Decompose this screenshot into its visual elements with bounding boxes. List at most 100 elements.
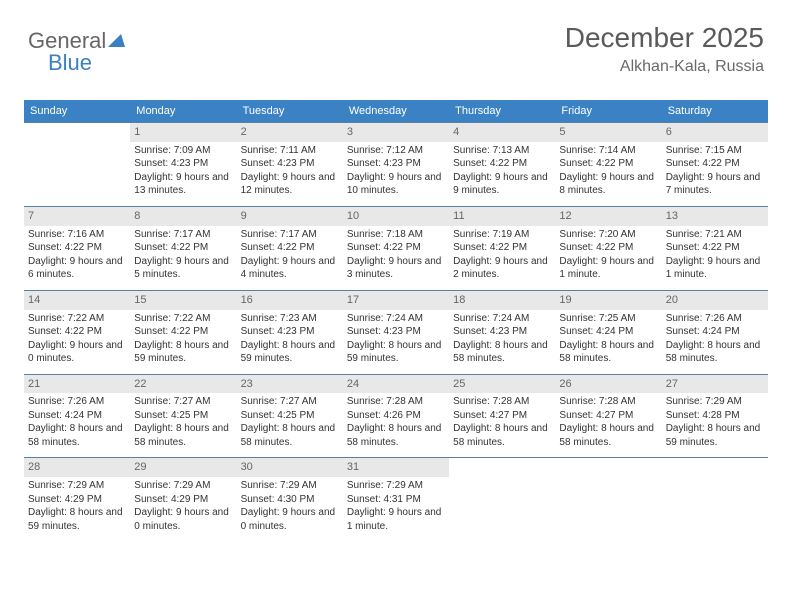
sunrise-text: Sunrise: 7:12 AM xyxy=(347,144,445,158)
sunrise-text: Sunrise: 7:09 AM xyxy=(134,144,232,158)
daylight-text: Daylight: 9 hours and 1 minute. xyxy=(559,255,657,282)
day-number: 31 xyxy=(343,458,449,477)
calendar-cell xyxy=(24,122,130,206)
sunset-text: Sunset: 4:23 PM xyxy=(134,157,232,171)
calendar-cell: 28Sunrise: 7:29 AMSunset: 4:29 PMDayligh… xyxy=(24,457,130,541)
daylight-text: Daylight: 9 hours and 4 minutes. xyxy=(241,255,339,282)
calendar-cell: 13Sunrise: 7:21 AMSunset: 4:22 PMDayligh… xyxy=(662,206,768,290)
day-number: 22 xyxy=(130,375,236,394)
page-title: December 2025 xyxy=(565,22,764,54)
calendar-cell: 6 Sunrise: 7:15 AMSunset: 4:22 PMDaylight… xyxy=(662,122,768,206)
weekday-header: Sunday xyxy=(24,100,130,122)
sunrise-text: Sunrise: 7:27 AM xyxy=(241,395,339,409)
sunset-text: Sunset: 4:24 PM xyxy=(559,325,657,339)
day-number: 28 xyxy=(24,458,130,477)
sunset-text: Sunset: 4:28 PM xyxy=(666,409,764,423)
calendar-cell: 15Sunrise: 7:22 AMSunset: 4:22 PMDayligh… xyxy=(130,290,236,374)
daylight-text: Daylight: 8 hours and 58 minutes. xyxy=(453,422,551,449)
sunset-text: Sunset: 4:31 PM xyxy=(347,493,445,507)
day-number: 6 xyxy=(662,123,768,142)
day-number: 12 xyxy=(555,207,661,226)
sunset-text: Sunset: 4:23 PM xyxy=(241,157,339,171)
calendar-cell: 23Sunrise: 7:27 AMSunset: 4:25 PMDayligh… xyxy=(237,374,343,458)
day-number: 10 xyxy=(343,207,449,226)
sunrise-text: Sunrise: 7:28 AM xyxy=(347,395,445,409)
calendar-cell: 7Sunrise: 7:16 AMSunset: 4:22 PMDaylight… xyxy=(24,206,130,290)
daylight-text: Daylight: 9 hours and 2 minutes. xyxy=(453,255,551,282)
sunrise-text: Sunrise: 7:29 AM xyxy=(28,479,126,493)
daylight-text: Daylight: 9 hours and 7 minutes. xyxy=(666,171,764,198)
sunset-text: Sunset: 4:22 PM xyxy=(134,325,232,339)
day-number: 18 xyxy=(449,291,555,310)
daylight-text: Daylight: 8 hours and 58 minutes. xyxy=(347,422,445,449)
calendar-cell: 4Sunrise: 7:13 AMSunset: 4:22 PMDaylight… xyxy=(449,122,555,206)
daylight-text: Daylight: 9 hours and 6 minutes. xyxy=(28,255,126,282)
daylight-text: Daylight: 9 hours and 9 minutes. xyxy=(453,171,551,198)
day-number: 20 xyxy=(662,291,768,310)
sunrise-text: Sunrise: 7:24 AM xyxy=(453,312,551,326)
day-number: 5 xyxy=(555,123,661,142)
sunset-text: Sunset: 4:22 PM xyxy=(28,241,126,255)
day-number: 4 xyxy=(449,123,555,142)
sunrise-text: Sunrise: 7:28 AM xyxy=(453,395,551,409)
sunrise-text: Sunrise: 7:29 AM xyxy=(666,395,764,409)
sunset-text: Sunset: 4:29 PM xyxy=(28,493,126,507)
sunset-text: Sunset: 4:22 PM xyxy=(666,157,764,171)
sunrise-text: Sunrise: 7:24 AM xyxy=(347,312,445,326)
weekday-header: Wednesday xyxy=(343,100,449,122)
daylight-text: Daylight: 9 hours and 10 minutes. xyxy=(347,171,445,198)
calendar-cell: 8Sunrise: 7:17 AMSunset: 4:22 PMDaylight… xyxy=(130,206,236,290)
page-location: Alkhan-Kala, Russia xyxy=(565,58,764,76)
calendar-cell: 31Sunrise: 7:29 AMSunset: 4:31 PMDayligh… xyxy=(343,457,449,541)
sunrise-text: Sunrise: 7:23 AM xyxy=(241,312,339,326)
daylight-text: Daylight: 9 hours and 0 minutes. xyxy=(241,506,339,533)
calendar-cell: 27Sunrise: 7:29 AMSunset: 4:28 PMDayligh… xyxy=(662,374,768,458)
sunset-text: Sunset: 4:22 PM xyxy=(559,157,657,171)
calendar-cell: 12Sunrise: 7:20 AMSunset: 4:22 PMDayligh… xyxy=(555,206,661,290)
daylight-text: Daylight: 8 hours and 59 minutes. xyxy=(347,339,445,366)
daylight-text: Daylight: 9 hours and 0 minutes. xyxy=(134,506,232,533)
sunset-text: Sunset: 4:27 PM xyxy=(559,409,657,423)
page-header: December 2025 Alkhan-Kala, Russia xyxy=(565,22,764,76)
sunrise-text: Sunrise: 7:17 AM xyxy=(241,228,339,242)
calendar-cell: 19 Sunrise: 7:25 AMSunset: 4:24 PMDayligh… xyxy=(555,290,661,374)
day-number: 17 xyxy=(343,291,449,310)
sunset-text: Sunset: 4:27 PM xyxy=(453,409,551,423)
calendar-cell: 5Sunrise: 7:14 AMSunset: 4:22 PMDaylight… xyxy=(555,122,661,206)
daylight-text: Daylight: 9 hours and 3 minutes. xyxy=(347,255,445,282)
day-number: 15 xyxy=(130,291,236,310)
calendar-cell: 10Sunrise: 7:18 AMSunset: 4:22 PMDayligh… xyxy=(343,206,449,290)
daylight-text: Daylight: 9 hours and 5 minutes. xyxy=(134,255,232,282)
sunset-text: Sunset: 4:24 PM xyxy=(666,325,764,339)
calendar-cell: 2Sunrise: 7:11 AMSunset: 4:23 PMDaylight… xyxy=(237,122,343,206)
sunset-text: Sunset: 4:22 PM xyxy=(134,241,232,255)
daylight-text: Daylight: 8 hours and 58 minutes. xyxy=(559,339,657,366)
sunset-text: Sunset: 4:23 PM xyxy=(347,157,445,171)
daylight-text: Daylight: 8 hours and 58 minutes. xyxy=(666,339,764,366)
day-number: 25 xyxy=(449,375,555,394)
day-number: 26 xyxy=(555,375,661,394)
sunrise-text: Sunrise: 7:19 AM xyxy=(453,228,551,242)
day-number: 19 xyxy=(555,291,661,310)
calendar-cell: 26Sunrise: 7:28 AMSunset: 4:27 PMDayligh… xyxy=(555,374,661,458)
daylight-text: Daylight: 9 hours and 1 minute. xyxy=(666,255,764,282)
day-number: 24 xyxy=(343,375,449,394)
sunset-text: Sunset: 4:24 PM xyxy=(28,409,126,423)
calendar-cell: 18Sunrise: 7:24 AMSunset: 4:23 PMDayligh… xyxy=(449,290,555,374)
sunset-text: Sunset: 4:22 PM xyxy=(559,241,657,255)
day-number: 16 xyxy=(237,291,343,310)
daylight-text: Daylight: 9 hours and 1 minute. xyxy=(347,506,445,533)
sunrise-text: Sunrise: 7:25 AM xyxy=(559,312,657,326)
weekday-header: Friday xyxy=(555,100,661,122)
daylight-text: Daylight: 8 hours and 58 minutes. xyxy=(28,422,126,449)
calendar-cell: 30Sunrise: 7:29 AMSunset: 4:30 PMDayligh… xyxy=(237,457,343,541)
sunrise-text: Sunrise: 7:15 AM xyxy=(666,144,764,158)
sunrise-text: Sunrise: 7:28 AM xyxy=(559,395,657,409)
day-number: 29 xyxy=(130,458,236,477)
daylight-text: Daylight: 8 hours and 59 minutes. xyxy=(134,339,232,366)
daylight-text: Daylight: 8 hours and 58 minutes. xyxy=(559,422,657,449)
sunrise-text: Sunrise: 7:16 AM xyxy=(28,228,126,242)
sunset-text: Sunset: 4:22 PM xyxy=(666,241,764,255)
daylight-text: Daylight: 9 hours and 12 minutes. xyxy=(241,171,339,198)
day-number: 11 xyxy=(449,207,555,226)
